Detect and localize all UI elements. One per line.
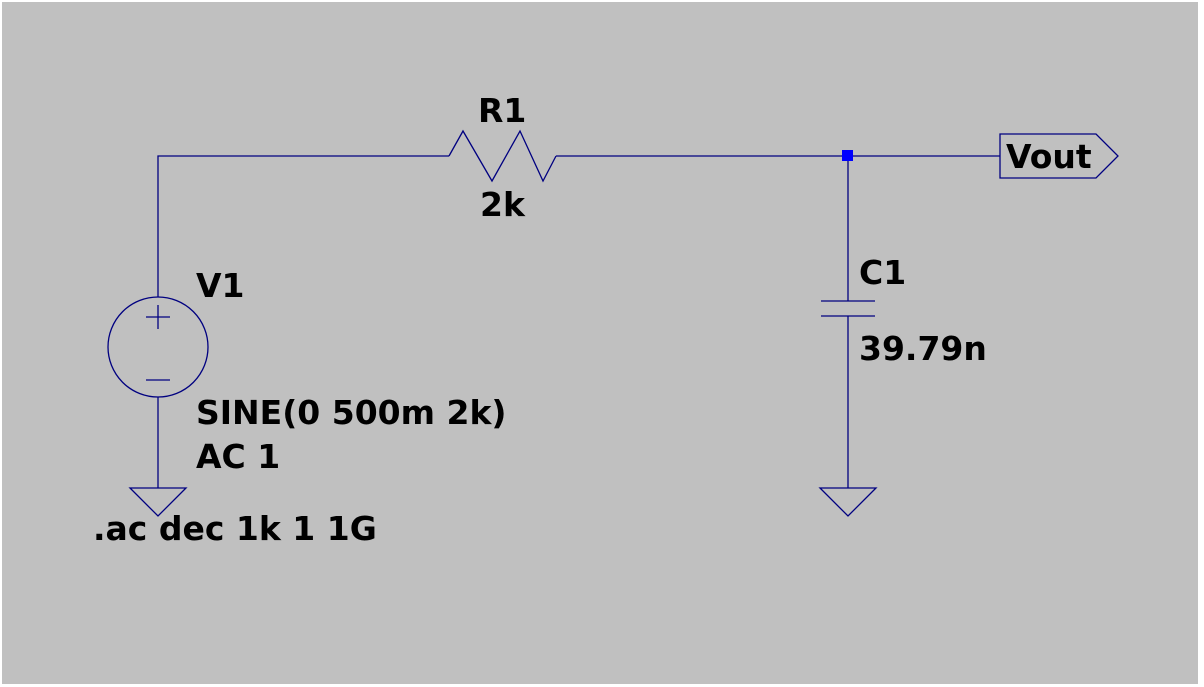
- c1-value-label[interactable]: 39.79n: [859, 329, 987, 368]
- v1-name-label[interactable]: V1: [196, 266, 245, 305]
- capacitor-c1[interactable]: [821, 300, 875, 317]
- ground-v1-icon[interactable]: [128, 487, 188, 517]
- ac-directive[interactable]: .ac dec 1k 1 1G: [93, 509, 377, 548]
- resistor-icon: [448, 129, 557, 183]
- wire-v1-to-r1[interactable]: [157, 155, 449, 297]
- wires: [157, 155, 1000, 488]
- ground-c1-icon[interactable]: [818, 487, 878, 517]
- vout-net-label[interactable]: Vout: [1006, 137, 1092, 176]
- resistor-r1[interactable]: [448, 129, 557, 183]
- voltage-source-v1[interactable]: [107, 296, 209, 398]
- output-port-flag-icon[interactable]: [999, 133, 1119, 179]
- c1-name-label[interactable]: C1: [859, 253, 906, 292]
- r1-name-label[interactable]: R1: [478, 91, 526, 130]
- voltage-source-icon: [107, 296, 209, 398]
- v1-value-line2[interactable]: AC 1: [196, 437, 280, 476]
- v1-value-line1[interactable]: SINE(0 500m 2k): [196, 393, 507, 432]
- junction-dot[interactable]: [842, 150, 853, 161]
- r1-value-label[interactable]: 2k: [480, 185, 526, 224]
